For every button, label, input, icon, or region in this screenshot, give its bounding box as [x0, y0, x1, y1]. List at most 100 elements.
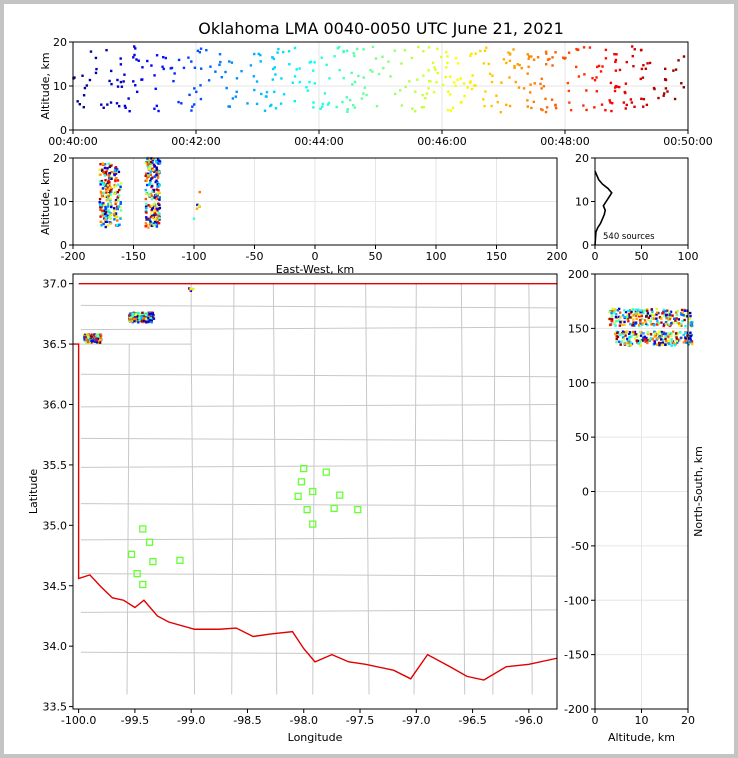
time-height-source-point — [73, 76, 76, 79]
north-south-source-point — [643, 338, 646, 341]
time-height-source-point — [357, 74, 360, 78]
altitude-histogram-line — [594, 170, 613, 246]
map-source-point — [137, 316, 141, 320]
east-west-source-point — [155, 161, 158, 164]
time-height-source-point — [319, 107, 322, 110]
time-height-source-point — [190, 109, 193, 112]
time-height-source-point — [633, 48, 636, 51]
north-south-source-point — [637, 323, 641, 327]
east-west-source-point — [151, 159, 155, 162]
time-height-source-point — [484, 90, 487, 93]
figure-frame: Oklahoma LMA 0040-0050 UTC June 21, 2021… — [4, 4, 734, 754]
y-tick-label: 20 — [575, 152, 589, 165]
time-height-source-point — [482, 98, 485, 101]
time-height-source-point — [446, 61, 449, 65]
time-height-source-point — [434, 68, 437, 71]
map-source-point — [98, 341, 102, 344]
north-south-source-point — [642, 309, 646, 312]
y-tick-label: -150 — [564, 649, 589, 662]
time-height-source-point — [132, 56, 135, 59]
time-height-source-point — [456, 78, 459, 81]
east-west-source-point — [107, 188, 110, 191]
north-south-source-point — [610, 320, 614, 323]
north-south-source-point — [667, 335, 670, 338]
time-height-source-point — [119, 57, 122, 60]
time-height-source-point — [263, 109, 267, 112]
time-height-source-point — [575, 47, 578, 51]
east-west-source-point — [104, 225, 107, 229]
east-west-source-point — [113, 192, 116, 195]
north-south-source-point — [668, 311, 671, 314]
map-source-point — [142, 316, 145, 320]
east-west-source-point — [106, 197, 110, 200]
north-south-source-point — [653, 342, 657, 345]
time-height-source-point — [321, 105, 324, 108]
north-south-source-point — [656, 337, 660, 340]
north-south-source-point — [655, 313, 658, 316]
north-south-source-point — [626, 317, 630, 320]
time-height-source-point — [520, 66, 523, 70]
time-height-source-point — [518, 63, 521, 67]
north-south-source-point — [633, 337, 637, 340]
east-west-source-point — [119, 209, 123, 212]
time-height-source-point — [618, 68, 622, 72]
time-height-source-point — [342, 76, 345, 80]
y-tick-label: 0 — [582, 239, 589, 252]
north-south-source-point — [627, 332, 631, 335]
east-west-source-point — [109, 190, 112, 193]
time-height-source-point — [631, 45, 634, 48]
x-tick-label: -99.5 — [121, 714, 149, 727]
time-height-source-point — [259, 60, 262, 63]
east-west-source-point — [158, 198, 161, 201]
east-west-source-point — [102, 212, 105, 215]
y-tick-label: 10 — [53, 196, 67, 209]
north-south-source-point — [621, 330, 625, 333]
time-height-source-point — [214, 70, 217, 73]
east-west-source-point — [112, 207, 116, 210]
north-south-source-point — [688, 317, 691, 320]
county-boundary — [80, 304, 558, 309]
time-height-source-point — [470, 87, 474, 91]
time-height-source-point — [421, 93, 424, 97]
time-height-source-point — [608, 99, 611, 102]
east-west-source-point — [151, 167, 154, 170]
time-height-source-point — [362, 76, 365, 79]
map-source-point — [99, 336, 102, 340]
time-height-source-point — [271, 56, 274, 59]
north-south-source-point — [649, 323, 653, 326]
lma-station-marker — [294, 492, 302, 500]
north-south-source-point — [620, 340, 623, 343]
east-west-source-point — [155, 173, 158, 176]
east-west-source-point — [147, 174, 150, 177]
east-west-source-point — [100, 206, 103, 209]
east-west-source-point — [115, 170, 118, 173]
east-west-source-point — [150, 212, 153, 215]
time-height-source-point — [298, 67, 301, 70]
time-height-ylabel: Altitude, km — [39, 52, 52, 119]
time-height-source-point — [345, 96, 348, 99]
map-source-point — [149, 316, 152, 320]
east-west-source-point — [149, 173, 153, 177]
north-south-source-point — [646, 309, 649, 313]
east-west-source-point — [144, 222, 148, 225]
time-height-source-point — [446, 55, 449, 58]
time-height-source-point — [447, 90, 450, 93]
north-south-source-point — [636, 312, 639, 316]
north-south-source-point — [684, 339, 687, 342]
time-height-source-point — [404, 85, 407, 89]
time-height-source-point — [682, 55, 686, 58]
time-height-source-point — [196, 49, 200, 53]
time-height-source-point — [460, 100, 463, 104]
east-west-source-point — [119, 185, 122, 188]
time-height-source-point — [293, 46, 297, 50]
north-south-source-point — [623, 342, 627, 346]
north-south-source-point — [686, 331, 689, 335]
time-height-source-point — [108, 79, 111, 83]
east-west-source-point — [149, 220, 152, 223]
time-height-source-point — [427, 46, 431, 49]
time-height-source-point — [648, 61, 652, 65]
north-south-source-point — [677, 322, 681, 325]
north-south-source-point — [639, 334, 643, 337]
east-west-source-point — [109, 222, 112, 225]
east-west-source-point — [150, 177, 153, 180]
